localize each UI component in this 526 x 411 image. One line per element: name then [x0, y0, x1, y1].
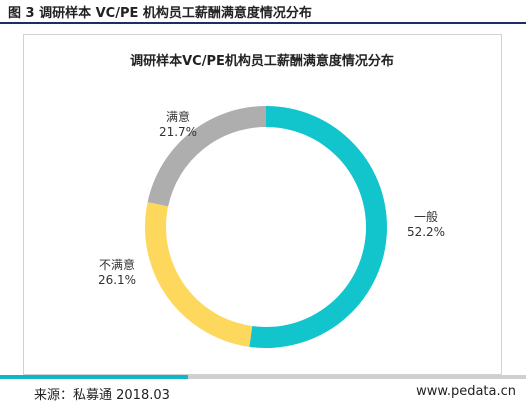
slice-value-label: 21.7% — [159, 125, 197, 139]
donut-slice — [249, 106, 388, 348]
slice-label: 满意 — [166, 109, 190, 124]
slice-label: 一般 — [414, 209, 438, 224]
slice-value-label: 52.2% — [407, 225, 445, 239]
chart-title: 调研样本VC/PE机构员工薪酬满意度情况分布 — [130, 53, 394, 69]
footer-website-link[interactable]: www.pedata.cn — [416, 384, 516, 399]
slice-label: 不满意 — [99, 257, 135, 272]
donut-slice — [145, 202, 253, 347]
footer-accent-bar — [0, 375, 188, 379]
chart-panel: 调研样本VC/PE机构员工薪酬满意度情况分布 一般 52.2% 不满意 26.1% 满意… — [23, 34, 502, 375]
footer-divider — [0, 375, 526, 379]
slice-value-label: 26.1% — [98, 273, 136, 287]
footer-source: 来源：私募通 2018.03 — [34, 388, 170, 403]
figure-caption: 图 3 调研样本 VC/PE 机构员工薪酬满意度情况分布 — [8, 6, 312, 21]
top-divider — [0, 22, 526, 24]
donut-slice — [147, 106, 266, 207]
